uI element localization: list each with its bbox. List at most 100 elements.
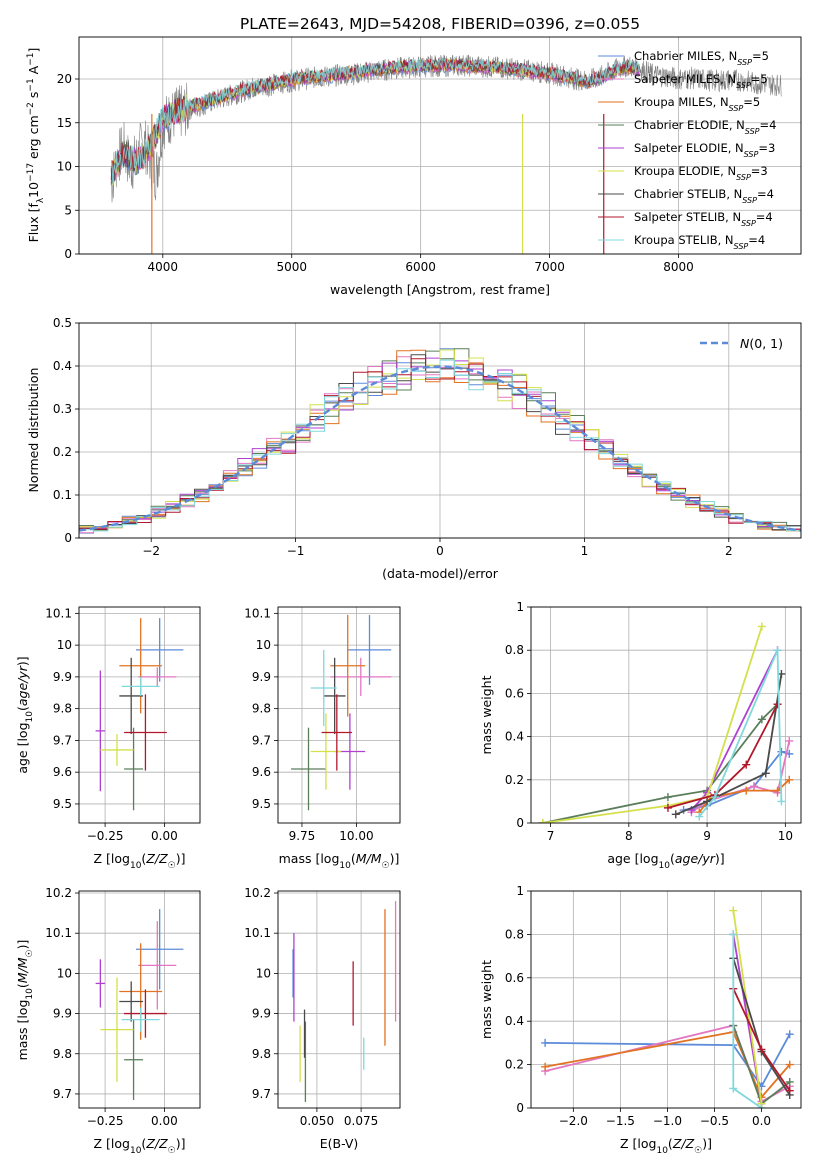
- y-tick-label: 9.6: [252, 765, 271, 779]
- panel-mass-vs-z: −0.25 0.00 9.7 9.8 9.9 10 10.1 10.2 Z [log10(Z/Z…: [15, 886, 201, 1156]
- y-tick-label: 9.7: [252, 1087, 271, 1101]
- x-tick-label: −1.0: [653, 1114, 682, 1128]
- axes-frame: [530, 890, 802, 1109]
- y-tick-label: 0.1: [53, 488, 72, 502]
- y-tick-label: 0.5: [53, 316, 72, 330]
- plus-marker: [785, 1060, 794, 1069]
- y-tick-label: 5: [64, 203, 72, 217]
- grid: [531, 890, 801, 1109]
- x-tick-label: 2: [725, 544, 733, 558]
- plus-marker: [710, 793, 719, 802]
- x-axis-label: Z [log10(Z/Z☉)]: [94, 851, 186, 871]
- legend-label-0: Chabrier MILES, NSSP=5: [634, 49, 769, 67]
- plus-marker: [742, 786, 751, 795]
- plus-marker: [541, 1038, 550, 1047]
- plus-marker: [671, 810, 680, 819]
- errorbar-point-1: [138, 921, 177, 1010]
- y-tick-label: 0.4: [505, 1014, 524, 1028]
- plus-marker: [773, 786, 782, 795]
- plot-area: [79, 348, 801, 538]
- plot-area: [538, 622, 794, 823]
- x-tick-label: 1: [581, 544, 589, 558]
- x-tick-label: 10.00: [339, 829, 373, 843]
- legend: Chabrier MILES, NSSP=5 Salpeter MILES, NS…: [598, 49, 776, 251]
- x-tick-label: −1.5: [606, 1114, 635, 1128]
- errorbar-point-6: [119, 657, 144, 735]
- y-tick-label: 0: [64, 247, 72, 261]
- x-axis-label: Z [log10(Z/Z☉)]: [94, 1136, 186, 1156]
- x-axis-label: mass [log10(M/M☉)]: [279, 851, 400, 871]
- axes-frame: [78, 36, 802, 255]
- y-tick-label: 0.6: [505, 686, 524, 700]
- y-axis-label: mass [log10(M/M☉)]: [15, 940, 35, 1061]
- x-tick-label: −0.5: [700, 1114, 729, 1128]
- x-tick-label: −1: [287, 544, 305, 558]
- y-tick-label: 9.8: [252, 702, 271, 716]
- y-tick-label: 9.7: [53, 1087, 72, 1101]
- y-tick-label: 9.5: [53, 797, 72, 811]
- x-tick-label: 7: [547, 829, 555, 843]
- errorbar-point-6: [323, 657, 346, 735]
- errorbar-point-0: [135, 618, 184, 682]
- x-axis-label: wavelength [Angstrom, rest frame]: [330, 282, 550, 297]
- plus-marker: [729, 906, 738, 915]
- weight-series-7: [663, 700, 782, 812]
- x-axis-label: E(B-V): [320, 1136, 359, 1151]
- y-tick-label: 0.8: [505, 643, 524, 657]
- y-tick-label: 0.8: [505, 927, 524, 941]
- errorbar-point-5: [100, 734, 134, 766]
- plus-marker: [538, 819, 547, 823]
- axes-frame: [78, 606, 201, 824]
- y-tick-label: 10: [57, 160, 72, 174]
- errorbar-point-2: [330, 614, 366, 717]
- y-tick-label: 1: [516, 884, 524, 898]
- x-tick-label: 5000: [276, 260, 307, 274]
- y-tick-label: 10: [256, 966, 271, 980]
- y-tick-label: 9.8: [53, 702, 72, 716]
- legend-label-6: Chabrier STELIB, NSSP=4: [634, 187, 774, 205]
- weight-line: [667, 703, 779, 809]
- legend: N(0, 1): [700, 336, 783, 351]
- ticks: −0.25 0.00 9.7 9.8 9.9 10 10.1 10.2: [45, 886, 177, 1128]
- errorbar-point-4: [95, 959, 106, 1008]
- y-tick-label: 0: [64, 531, 72, 545]
- grid: [278, 891, 400, 1108]
- axes-frame: [78, 322, 802, 539]
- y-tick-label: 10.1: [45, 926, 72, 940]
- axes-frame: [277, 606, 401, 824]
- x-tick-label: 7000: [534, 260, 565, 274]
- legend-label-5: Kroupa ELODIE, NSSP=3: [634, 164, 768, 182]
- errorbar-point-7: [124, 694, 167, 771]
- plus-marker: [761, 769, 770, 778]
- errorbar-point-5: [100, 977, 134, 1082]
- y-tick-label: 9.7: [252, 733, 271, 747]
- x-tick-label: 0.050: [300, 1114, 334, 1128]
- y-tick-label: 10.1: [45, 606, 72, 620]
- errorbar-point-8: [121, 1007, 160, 1032]
- plus-marker: [785, 736, 794, 745]
- weight-series-3: [538, 700, 782, 823]
- plus-marker: [785, 1077, 794, 1086]
- x-tick-label: 0.0: [752, 1114, 771, 1128]
- plus-marker: [785, 1086, 794, 1095]
- x-tick-label: 9: [703, 829, 711, 843]
- y-tick-label: 0.3: [53, 402, 72, 416]
- x-axis-label: age [log10(age/yr)]: [607, 851, 724, 871]
- errorbar-point-6: [119, 981, 144, 1022]
- legend-label-7: Salpeter STELIB, NSSP=4: [634, 210, 773, 228]
- x-tick-label: −0.25: [87, 829, 124, 843]
- y-axis-label: age [log10(age/yr)]: [15, 656, 35, 773]
- y-tick-label: 15: [57, 116, 72, 130]
- ticks: 4000 5000 6000 7000 8000 0 5 10 15 20: [57, 72, 694, 274]
- axes-frame: [78, 890, 201, 1109]
- y-tick-label: 0.6: [505, 971, 524, 985]
- y-tick-label: 10: [57, 966, 72, 980]
- y-tick-label: 10: [57, 638, 72, 652]
- plus-marker: [663, 793, 672, 802]
- grid: [79, 607, 200, 823]
- y-tick-label: 9.6: [53, 765, 72, 779]
- y-tick-label: 9.8: [252, 1047, 271, 1061]
- ticks: 0.050 0.075 9.7 9.8 9.9 10 10.1 10.2: [244, 886, 378, 1128]
- plus-marker: [757, 1045, 766, 1054]
- ticks: −2 −1 0 1 2 0 0.1 0.2 0.3 0.4 0.5: [53, 316, 733, 558]
